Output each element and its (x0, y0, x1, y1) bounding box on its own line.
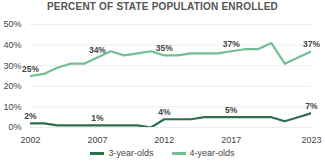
svg-text:2017: 2017 (221, 135, 241, 145)
svg-text:2012: 2012 (154, 135, 174, 145)
svg-text:40%: 40% (3, 40, 21, 50)
svg-text:5%: 5% (225, 105, 238, 115)
svg-text:1%: 1% (91, 113, 104, 123)
html-text:3-year-olds: 3-year-olds (108, 148, 154, 158)
svg-text:20%: 20% (3, 81, 21, 91)
svg-text:2002: 2002 (20, 135, 40, 145)
svg-text:4%: 4% (158, 107, 171, 117)
svg-text:2007: 2007 (87, 135, 107, 145)
svg-text:30%: 30% (3, 61, 21, 71)
svg-text:37%: 37% (303, 39, 320, 49)
svg-text:7%: 7% (305, 101, 318, 111)
svg-text:34%: 34% (89, 45, 106, 55)
svg-text:0%: 0% (8, 122, 21, 132)
html-text:4-year-olds: 4-year-olds (189, 148, 235, 158)
html-text:PERCENT OF STATE POPULATION EN: PERCENT OF STATE POPULATION ENROLLED (47, 1, 278, 12)
svg-text:50%: 50% (3, 19, 21, 29)
svg-text:37%: 37% (223, 39, 240, 49)
svg-text:2%: 2% (24, 111, 37, 121)
svg-text:25%: 25% (22, 64, 39, 74)
svg-text:10%: 10% (3, 102, 21, 112)
svg-text:35%: 35% (156, 43, 173, 53)
svg-text:2023: 2023 (301, 135, 321, 145)
